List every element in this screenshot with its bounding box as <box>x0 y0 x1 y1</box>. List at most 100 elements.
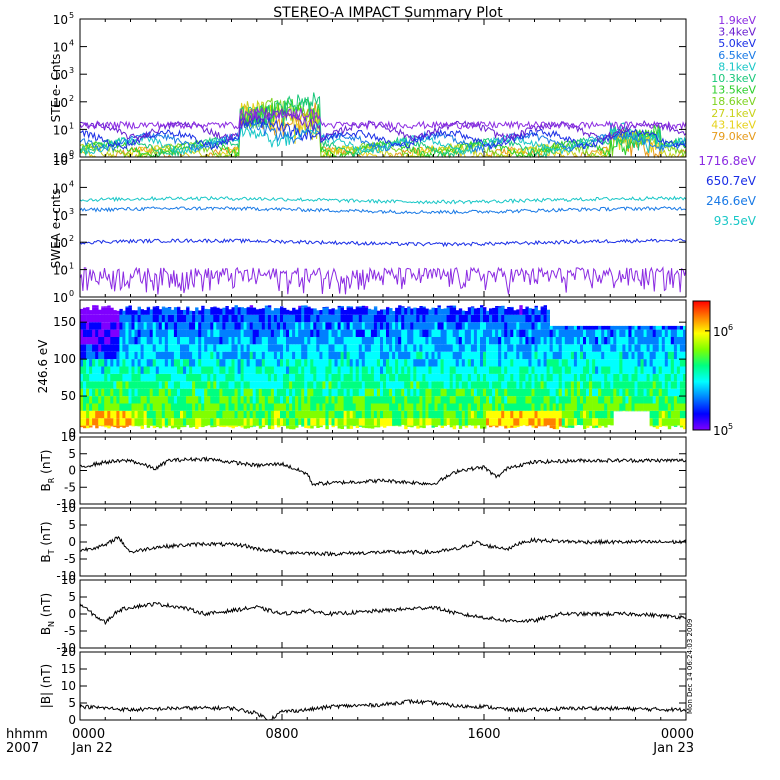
heatmap-cell <box>464 425 469 428</box>
heatmap-cell <box>549 396 553 404</box>
heatmap-cell <box>216 373 220 382</box>
heatmap-cell <box>80 388 84 397</box>
heatmap-cell <box>392 418 396 426</box>
heatmap-cell <box>249 381 254 389</box>
heatmap-cell <box>564 425 569 428</box>
heatmap-cell <box>595 336 599 345</box>
heatmap-cell <box>646 410 650 412</box>
heatmap-cell <box>128 322 132 330</box>
heatmap-cell <box>667 410 672 419</box>
heatmap-cell <box>540 366 544 374</box>
heatmap-cell <box>543 381 547 389</box>
heatmap-cell <box>561 325 566 330</box>
heatmap-cell <box>295 396 299 404</box>
heatmap-cell <box>540 307 544 315</box>
heatmap-cell <box>631 403 635 411</box>
heatmap-cell <box>419 373 423 382</box>
heatmap-cell <box>495 329 499 337</box>
heatmap-cell <box>207 381 211 389</box>
heatmap-cell <box>519 388 523 397</box>
heatmap-cell <box>679 336 684 345</box>
heatmap-cell <box>561 381 566 389</box>
heatmap-cell <box>183 309 187 315</box>
heatmap-cell <box>567 425 572 428</box>
heatmap-cell <box>228 336 232 345</box>
heatmap-cell <box>455 418 460 426</box>
heatmap-cell <box>489 308 493 315</box>
heatmap-cell <box>634 359 638 367</box>
heatmap-cell <box>573 381 578 389</box>
heatmap-cell <box>416 396 420 404</box>
heatmap-cell <box>380 329 384 337</box>
heatmap-cell <box>155 329 160 337</box>
heatmap-cell <box>504 418 508 426</box>
heatmap-cell <box>455 310 460 315</box>
heatmap-cell <box>152 307 157 315</box>
heatmap-cell <box>498 307 502 315</box>
heatmap-cell <box>461 322 466 330</box>
heatmap-cell <box>228 366 232 374</box>
heatmap-cell <box>513 425 517 428</box>
heatmap-cell <box>98 329 102 337</box>
heatmap-cell <box>346 425 350 429</box>
heatmap-cell <box>134 418 138 426</box>
heatmap-cell <box>419 307 423 315</box>
heatmap-cell <box>573 329 578 337</box>
heatmap-cell <box>619 388 623 397</box>
heatmap-cell <box>573 388 578 397</box>
heatmap-cell <box>455 359 460 367</box>
heatmap-cell <box>346 306 350 308</box>
heatmap-cell <box>513 381 517 389</box>
heatmap-cell <box>510 396 514 404</box>
heatmap-cell <box>661 425 666 427</box>
heatmap-cell <box>346 403 350 411</box>
heatmap-cell <box>419 388 423 397</box>
heatmap-cell <box>483 359 487 367</box>
heatmap-cell <box>267 388 272 397</box>
heatmap-cell <box>461 366 466 374</box>
ste-panel-frame <box>79 18 687 158</box>
heatmap-cell <box>640 388 644 397</box>
heatmap-cell <box>192 344 196 352</box>
heatmap-cell <box>383 396 387 404</box>
heatmap-cell <box>219 351 223 360</box>
heatmap-cell <box>204 366 208 374</box>
heatmap-cell <box>189 418 193 426</box>
heatmap-cell <box>225 336 229 345</box>
heatmap-cell <box>637 396 641 404</box>
heatmap-cell <box>167 344 172 352</box>
heatmap-cell <box>510 418 514 426</box>
heatmap-cell <box>498 329 502 337</box>
heatmap-cell <box>119 351 123 360</box>
heatmap-cell <box>143 373 147 382</box>
heatmap-cell <box>673 381 678 389</box>
heatmap-cell <box>286 403 290 411</box>
heatmap-cell <box>137 388 141 397</box>
heatmap-cell <box>249 329 254 337</box>
heatmap-cell <box>676 403 681 411</box>
x-tick-label-3: 0000 <box>661 727 694 742</box>
heatmap-cell <box>313 322 317 330</box>
heatmap-cell <box>676 410 681 419</box>
heatmap-cell <box>222 410 226 419</box>
heatmap-cell <box>155 373 160 382</box>
heatmap-cell <box>107 418 111 426</box>
heatmap-cell <box>628 325 632 330</box>
heatmap-cell <box>261 322 266 330</box>
heatmap-cell <box>364 314 369 323</box>
heatmap-cell <box>416 359 420 367</box>
heatmap-cell <box>576 388 581 397</box>
heatmap-cell <box>289 425 293 430</box>
heatmap-cell <box>146 373 151 382</box>
heatmap-cell <box>119 388 123 397</box>
heatmap-cell <box>213 322 217 330</box>
heatmap-cell <box>180 336 184 345</box>
heatmap-cell <box>95 366 99 374</box>
heatmap-cell <box>407 403 411 411</box>
heatmap-cell <box>667 366 672 374</box>
heatmap-cell <box>173 366 178 374</box>
heatmap-cell <box>607 351 611 360</box>
heatmap-cell <box>152 314 157 323</box>
heatmap-cell <box>440 410 444 419</box>
heatmap-cell <box>498 373 502 382</box>
